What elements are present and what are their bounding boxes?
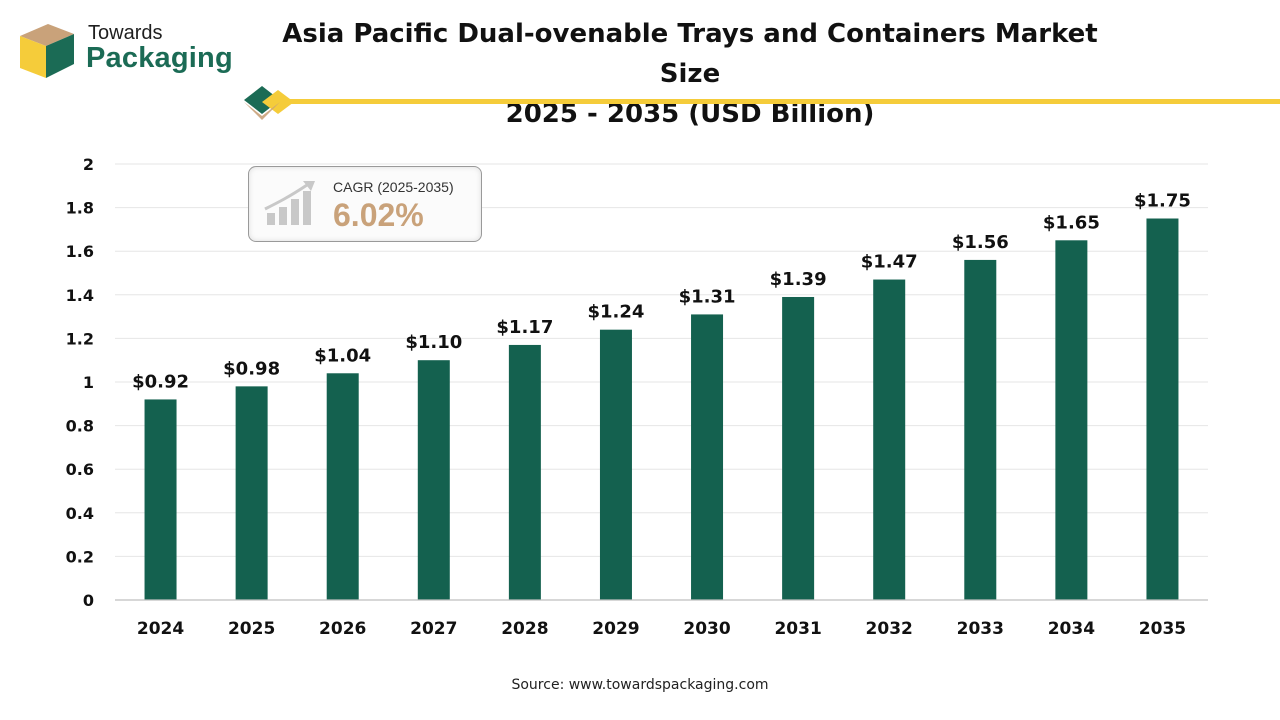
- y-tick-label: 0.4: [66, 504, 94, 523]
- y-tick-label: 0.2: [66, 547, 94, 566]
- x-tick-label-2024: 2024: [137, 619, 184, 639]
- chart-data-labels: $0.92 $0.98 $1.04 $1.10 $1.17 $1.24 $1.31 $1.39…: [132, 191, 1191, 393]
- divider-diamond-tan: [244, 102, 280, 120]
- bar-2033: [964, 259, 997, 600]
- logo-box-icon: [20, 24, 74, 78]
- x-tick-label-2031: 2031: [774, 619, 821, 639]
- x-tick-label-2027: 2027: [410, 619, 457, 639]
- icon-bar-4: [303, 191, 311, 225]
- data-label-2027: $1.10: [405, 332, 462, 353]
- icon-bar-2: [279, 207, 287, 225]
- icon-bar-3: [291, 199, 299, 225]
- data-label-2034: $1.65: [1043, 212, 1100, 233]
- brand-logo: Towards Packaging: [18, 22, 238, 82]
- y-tick-label: 0: [83, 591, 94, 610]
- x-tick-label-2035: 2035: [1139, 619, 1186, 639]
- growth-chart-icon: [264, 181, 315, 225]
- cagr-value: 6.02%: [333, 197, 424, 233]
- y-tick-label: 1.6: [66, 242, 94, 261]
- x-tick-label-2034: 2034: [1048, 619, 1095, 639]
- bar-2032: [873, 279, 906, 600]
- cagr-callout: CAGR (2025-2035) 6.02%: [248, 166, 482, 242]
- x-tick-label-2025: 2025: [228, 619, 275, 639]
- brand-line1: Towards: [88, 22, 163, 44]
- source-note: Source: www.towardspackaging.com: [511, 677, 769, 693]
- bar-2026: [326, 373, 359, 600]
- logo-box-side: [46, 34, 74, 78]
- logo-box-front: [20, 36, 46, 78]
- bar-2030: [691, 314, 724, 600]
- x-tick-label-2028: 2028: [501, 619, 548, 639]
- bar-2025: [235, 386, 268, 600]
- bar-2028: [508, 344, 541, 600]
- bar-2024: [144, 399, 177, 600]
- data-label-2032: $1.47: [861, 252, 918, 273]
- data-label-2030: $1.31: [679, 286, 736, 307]
- icon-trend-arrow: [303, 181, 315, 191]
- chart-bars: [144, 218, 1179, 601]
- divider-line: [280, 99, 1280, 104]
- chart-title-line1: Asia Pacific Dual-ovenable Trays and Con…: [282, 19, 1098, 89]
- chart-title: Asia Pacific Dual-ovenable Trays and Con…: [260, 14, 1120, 134]
- data-label-2026: $1.04: [314, 345, 371, 366]
- icon-bar-1: [267, 213, 275, 225]
- y-tick-label: 1.8: [66, 199, 94, 218]
- y-tick-label: 2: [83, 155, 94, 174]
- brand-line2: Packaging: [86, 42, 233, 74]
- bar-2031: [782, 296, 815, 600]
- chart-y-ticks: 0 0.2 0.4 0.6 0.8 1 1.2 1.4 1.6 1.8 2: [66, 155, 94, 610]
- bar-2027: [417, 360, 450, 600]
- y-tick-label: 0.8: [66, 417, 94, 436]
- x-tick-label-2030: 2030: [683, 619, 730, 639]
- logo-box-top: [20, 24, 74, 46]
- data-label-2028: $1.17: [496, 317, 553, 338]
- data-label-2035: $1.75: [1134, 191, 1191, 212]
- bar-2035: [1146, 218, 1179, 600]
- data-label-2024: $0.92: [132, 371, 189, 392]
- data-label-2025: $0.98: [223, 358, 280, 379]
- divider-diamond-yellow: [262, 90, 294, 114]
- data-label-2029: $1.24: [587, 302, 644, 323]
- x-tick-label-2029: 2029: [592, 619, 639, 639]
- chart-x-ticks: 2024 2025 2026 2027 2028 2029 2030 2031 2032 2033…: [137, 619, 1186, 639]
- icon-trend-line: [264, 183, 308, 211]
- data-label-2031: $1.39: [770, 269, 827, 290]
- bar-2034: [1055, 240, 1088, 601]
- y-tick-label: 1.2: [66, 329, 94, 348]
- y-tick-label: 1.4: [66, 286, 94, 305]
- y-tick-label: 1: [83, 373, 94, 392]
- y-tick-label: 0.6: [66, 460, 94, 479]
- data-label-2033: $1.56: [952, 232, 1009, 253]
- cagr-label: CAGR (2025-2035): [333, 179, 454, 195]
- bar-2029: [599, 329, 632, 600]
- title-divider: [244, 86, 1280, 120]
- x-tick-label-2026: 2026: [319, 619, 366, 639]
- x-tick-label-2032: 2032: [866, 619, 913, 639]
- x-tick-label-2033: 2033: [957, 619, 1004, 639]
